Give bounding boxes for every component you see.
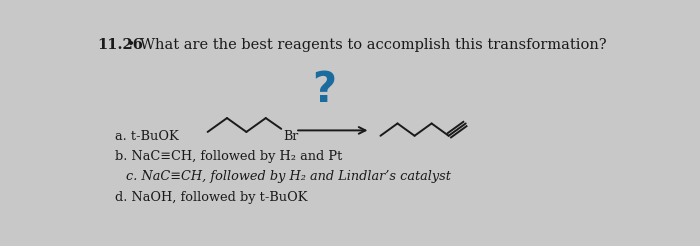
Text: 11.26: 11.26	[97, 38, 143, 52]
Text: • What are the best reagents to accomplish this transformation?: • What are the best reagents to accompli…	[122, 38, 606, 52]
Text: ?: ?	[312, 69, 336, 111]
Text: b. NaC≡CH, followed by H₂ and Pt: b. NaC≡CH, followed by H₂ and Pt	[115, 150, 342, 163]
Text: a. t-BuOK: a. t-BuOK	[115, 130, 178, 143]
Text: c. NaC≡CH, followed by H₂ and Lindlar’s catalyst: c. NaC≡CH, followed by H₂ and Lindlar’s …	[126, 170, 451, 184]
Text: Br: Br	[283, 130, 298, 143]
Text: d. NaOH, followed by t-BuOK: d. NaOH, followed by t-BuOK	[115, 191, 307, 204]
